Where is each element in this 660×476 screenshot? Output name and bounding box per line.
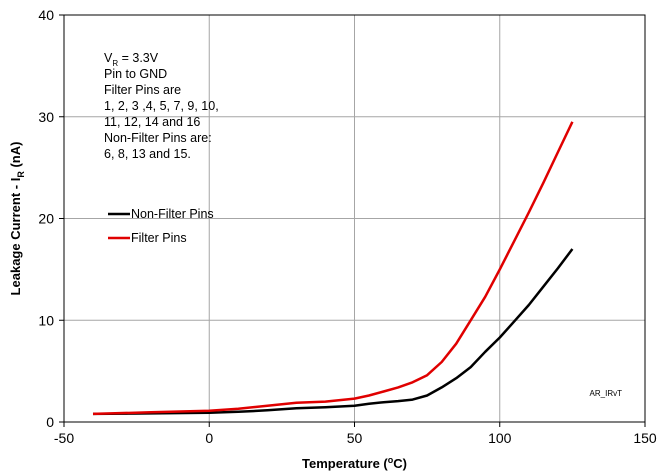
conditions-annotation: VR = 3.3V Pin to GND Filter Pins are 1, 2,… [104, 51, 219, 161]
annotation-voltage: VR = 3.3V [104, 51, 159, 68]
x-axis-title: Temperature (oC) [302, 455, 407, 471]
series-line-filter-pins [92, 121, 574, 416]
annotation-line: 1, 2, 3 ,4, 5, 7, 9, 10, [104, 99, 219, 113]
y-tick-label: 40 [38, 7, 54, 23]
annotation-line: Pin to GND [104, 67, 167, 81]
x-tick-label: 100 [488, 430, 512, 446]
annotation-line: Non-Filter Pins are: [104, 131, 212, 145]
y-tick-label: 10 [38, 312, 54, 328]
figure-tag: AR_IRvT [590, 389, 623, 398]
series-group [92, 121, 574, 416]
y-tick-label: 30 [38, 109, 54, 125]
grid-lines [64, 15, 645, 422]
y-axis-title: Leakage Current - IR (nA) [8, 142, 26, 296]
y-tick-label: 0 [46, 414, 54, 430]
x-tick-label: 0 [205, 430, 213, 446]
x-tick-label: 50 [347, 430, 363, 446]
x-tick-label: 150 [633, 430, 657, 446]
legend-label: Non-Filter Pins [131, 207, 214, 221]
x-tick-label: -50 [54, 430, 74, 446]
annotation-line: 6, 8, 13 and 15. [104, 147, 191, 161]
legend: Non-Filter Pins Filter Pins [108, 207, 214, 245]
annotation-line: Filter Pins are [104, 83, 181, 97]
annotation-line: 11, 12, 14 and 16 [104, 115, 200, 129]
y-tick-label: 20 [38, 211, 54, 227]
legend-label: Filter Pins [131, 231, 187, 245]
series-line-non-filter-pins [92, 248, 574, 416]
